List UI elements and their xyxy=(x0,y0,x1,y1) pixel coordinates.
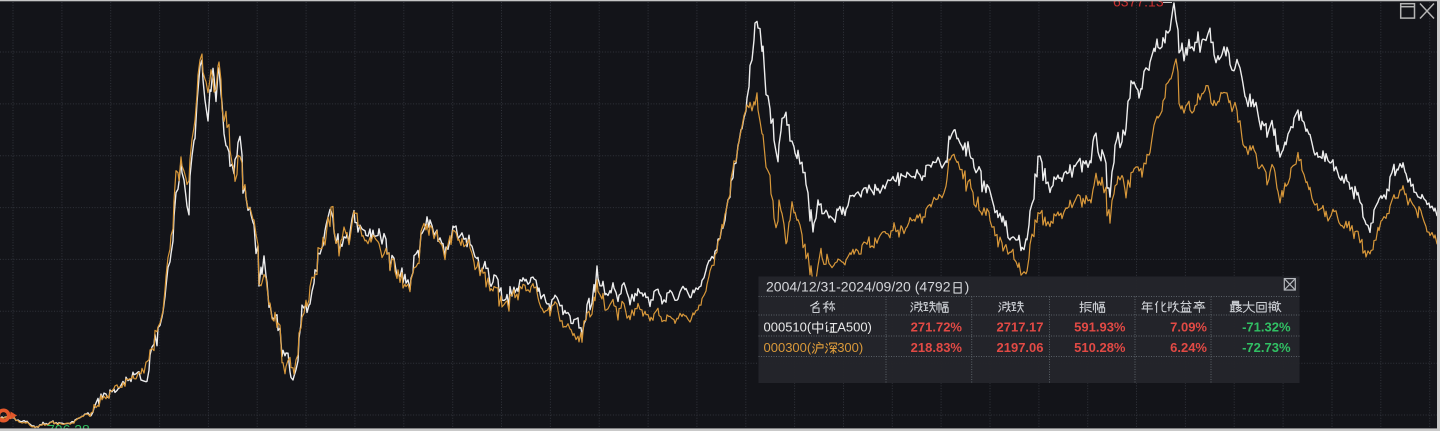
svg-text:2197.06: 2197.06 xyxy=(997,340,1044,355)
svg-text:-71.32%: -71.32% xyxy=(1242,319,1291,334)
svg-text:000510(: 000510( xyxy=(764,319,812,334)
svg-text:591.93%: 591.93% xyxy=(1074,319,1126,334)
svg-text:2004/12/31-2024/09/20 (4792: 2004/12/31-2024/09/20 (4792 xyxy=(766,279,951,295)
svg-text:6377.13: 6377.13 xyxy=(1113,0,1164,9)
svg-text:6.24%: 6.24% xyxy=(1170,340,1207,355)
svg-text:510.28%: 510.28% xyxy=(1074,340,1126,355)
svg-text:706.28: 706.28 xyxy=(47,421,90,431)
svg-text:218.83%: 218.83% xyxy=(911,340,963,355)
svg-text:000300(: 000300( xyxy=(764,340,812,355)
svg-text:7.09%: 7.09% xyxy=(1170,319,1207,334)
svg-text:300): 300) xyxy=(837,340,863,355)
svg-text:): ) xyxy=(965,279,970,295)
svg-text:-72.73%: -72.73% xyxy=(1242,340,1291,355)
svg-text:A500): A500) xyxy=(837,319,872,334)
svg-text:2717.17: 2717.17 xyxy=(997,319,1044,334)
svg-text:271.72%: 271.72% xyxy=(911,319,963,334)
